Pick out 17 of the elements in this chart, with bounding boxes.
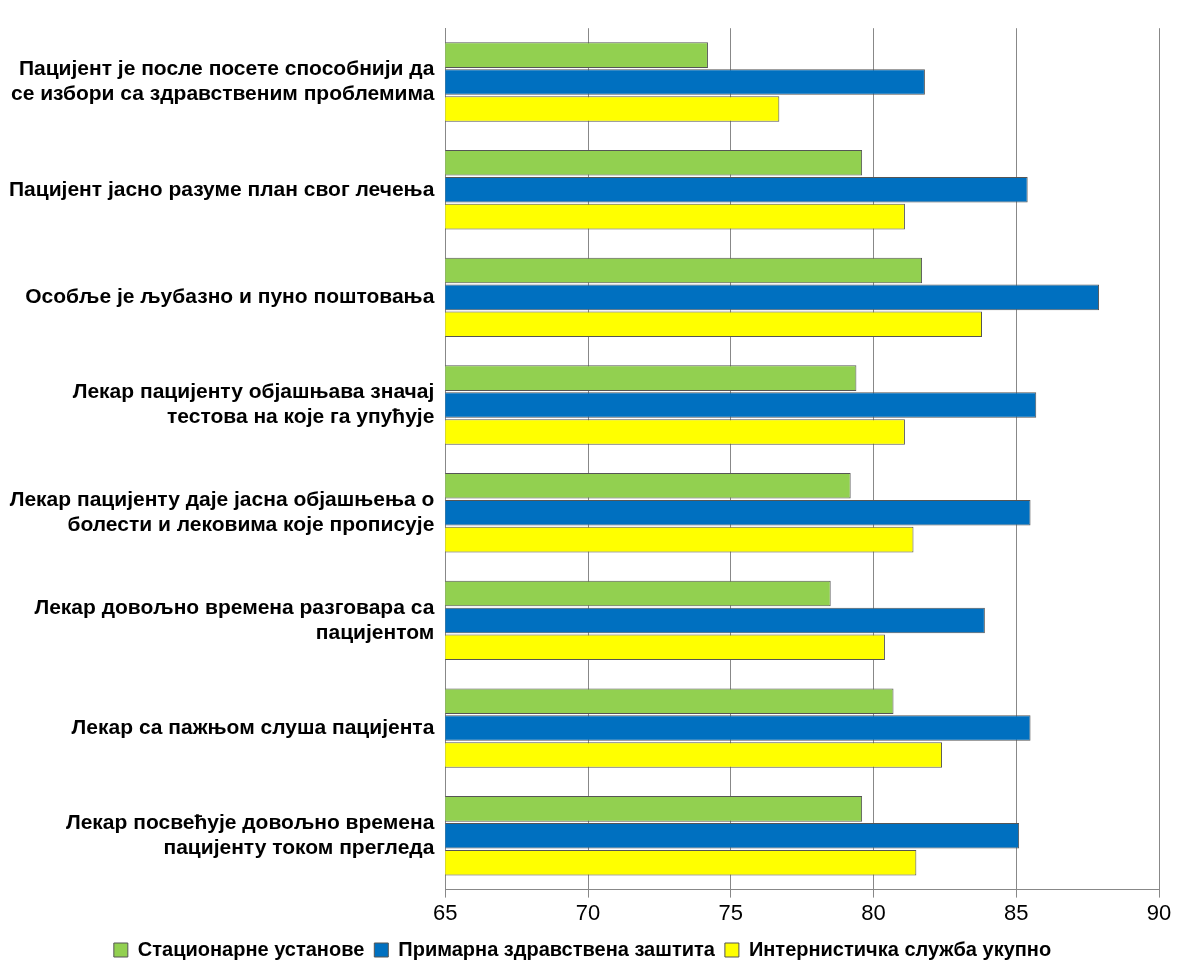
x-tick-label: 85 [1004, 899, 1029, 925]
legend-label: Интернистичка служба укупно [748, 937, 1052, 960]
y-tick-label: Лекар пацијенту даје јасна објашњења о болести и лековима које прописује [9, 486, 435, 536]
y-tick-label: Лекар довољно времена разговара са пацијентом [34, 594, 435, 643]
y-tick-label: Пацијент је после посете способнији да се избори са здравственим проблемима [10, 56, 435, 105]
x-tick-label: 75 [718, 899, 744, 925]
legend-label: Стационарне установе [137, 937, 365, 960]
y-tick-label: Особље је љубазно и пуно поштовања [25, 284, 435, 308]
x-tick-label: 80 [861, 899, 886, 925]
legend-label: Примарна здравствена заштита [398, 937, 716, 960]
y-tick-label: Лекар пацијенту објашњава значај тестова на које га упућује [72, 379, 435, 428]
y-tick-label: Пацијент јасно разуме план свог лечења [8, 176, 435, 200]
x-tick-label: 90 [1146, 899, 1172, 925]
x-tick-label: 70 [575, 899, 601, 925]
y-tick-label: Лекар посвећује довољно времена пацијенту током прегледа [65, 809, 435, 859]
y-tick-label: Лекар са пажњом слуша пацијента [71, 714, 435, 738]
x-tick-label: 65 [433, 899, 458, 925]
